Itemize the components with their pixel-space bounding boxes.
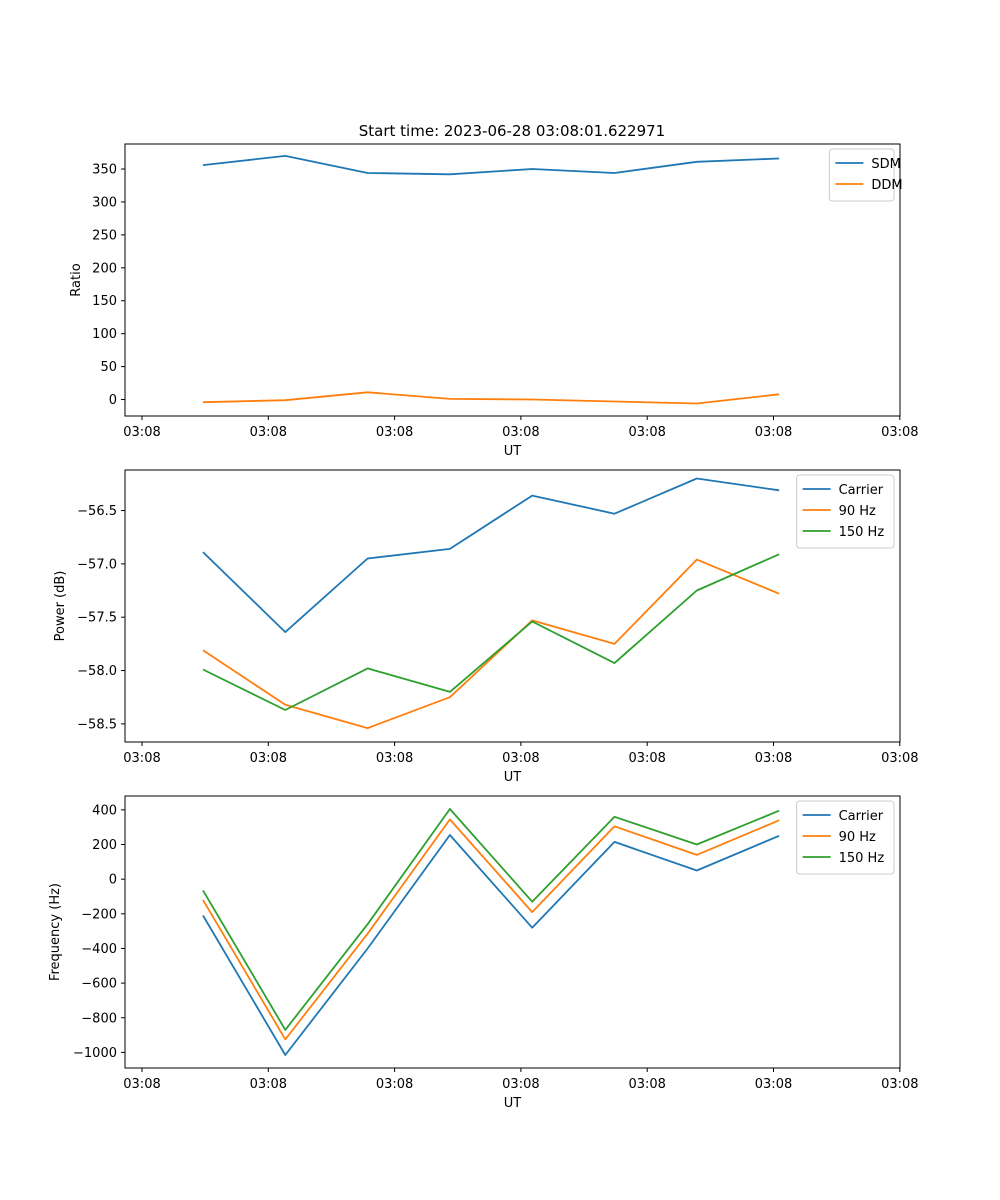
y-axis-label: Power (dB)	[53, 571, 68, 642]
x-tick-label: 03:08	[250, 751, 287, 766]
y-tick-label: 150	[92, 294, 117, 309]
series-line-carrier	[202, 834, 780, 1056]
legend-label: 150 Hz	[839, 525, 885, 540]
legend-box	[796, 474, 895, 549]
x-tick-label: 03:08	[376, 425, 413, 440]
legend-box	[796, 800, 895, 875]
x-tick-label: 03:08	[123, 751, 160, 766]
x-tick-label: 03:08	[123, 1077, 160, 1092]
x-axis-label: UT	[504, 1096, 522, 1111]
series-line-90-hz	[202, 558, 780, 729]
chart-panel-1: 03:0803:0803:0803:0803:0803:0803:0803:09…	[69, 143, 919, 459]
legend-label: 150 Hz	[839, 851, 885, 866]
x-tick-label: 03:08	[502, 1077, 539, 1092]
x-tick-label: 03:08	[123, 425, 160, 440]
y-tick-label: 350	[92, 163, 117, 178]
x-tick-label: 03:08	[502, 751, 539, 766]
chart-panel-3: 03:0803:0803:0803:0803:0803:0803:0803:09…	[48, 795, 919, 1111]
y-tick-label: −600	[81, 977, 117, 992]
axes-frame	[124, 795, 901, 1069]
x-tick-label: 03:08	[502, 425, 539, 440]
x-tick-label: 03:08	[376, 1077, 413, 1092]
legend-box	[828, 148, 895, 202]
series-line-90-hz	[202, 818, 780, 1041]
legend-label: SDM	[871, 157, 900, 172]
legend: SDM DDM	[828, 148, 903, 202]
y-tick-label: 300	[92, 195, 117, 210]
legend-label: Carrier	[839, 809, 884, 824]
y-tick-label: −1000	[73, 1046, 117, 1061]
series-line-150-hz	[202, 808, 780, 1031]
y-tick-label: 50	[100, 360, 117, 375]
x-tick-label: 03:08	[881, 1077, 918, 1092]
y-tick-label: −58.0	[77, 664, 117, 679]
x-axis-label: UT	[504, 444, 522, 459]
legend-label: Carrier	[839, 483, 884, 498]
y-tick-label: 200	[92, 838, 117, 853]
x-tick-label: 03:08	[250, 1077, 287, 1092]
y-tick-label: 250	[92, 228, 117, 243]
y-tick-label: 200	[92, 261, 117, 276]
x-tick-label: 03:08	[628, 1077, 665, 1092]
series-line-150-hz	[202, 553, 780, 711]
legend: Carrier 90 Hz 150 Hz	[796, 800, 895, 875]
y-axis-label: Frequency (Hz)	[48, 883, 63, 981]
x-tick-label: 03:08	[250, 425, 287, 440]
x-tick-label: 03:08	[881, 425, 918, 440]
series-line-carrier	[202, 477, 780, 633]
x-tick-label: 03:08	[376, 751, 413, 766]
y-tick-label: −57.0	[77, 557, 117, 572]
y-tick-label: 0	[109, 873, 117, 888]
x-tick-label: 03:08	[755, 751, 792, 766]
legend: Carrier 90 Hz 150 Hz	[796, 474, 895, 549]
x-tick-label: 03:08	[628, 425, 665, 440]
y-tick-label: −800	[81, 1011, 117, 1026]
y-tick-label: −200	[81, 907, 117, 922]
figure-title: Start time: 2023-06-28 03:08:01.622971	[359, 122, 665, 140]
chart-panel-2: 03:0803:0803:0803:0803:0803:0803:0803:09…	[53, 469, 919, 785]
y-tick-label: 100	[92, 327, 117, 342]
axes-frame	[124, 469, 901, 743]
x-tick-label: 03:08	[755, 1077, 792, 1092]
legend-label: DDM	[871, 178, 902, 193]
panels: 03:0803:0803:0803:0803:0803:0803:0803:09…	[48, 143, 919, 1111]
y-tick-label: −400	[81, 942, 117, 957]
legend-label: 90 Hz	[839, 504, 876, 519]
x-axis-label: UT	[504, 770, 522, 785]
axes-frame	[124, 143, 901, 417]
y-axis-label: Ratio	[69, 263, 84, 296]
x-tick-label: 03:08	[881, 751, 918, 766]
series-line-sdm	[202, 154, 780, 176]
x-tick-label: 03:08	[755, 425, 792, 440]
y-tick-label: −57.5	[77, 611, 117, 626]
legend-label: 90 Hz	[839, 830, 876, 845]
y-tick-label: −56.5	[77, 504, 117, 519]
y-tick-label: 400	[92, 803, 117, 818]
y-tick-label: 0	[109, 393, 117, 408]
series-line-ddm	[202, 391, 780, 405]
y-tick-label: −58.5	[77, 717, 117, 732]
x-tick-label: 03:08	[628, 751, 665, 766]
